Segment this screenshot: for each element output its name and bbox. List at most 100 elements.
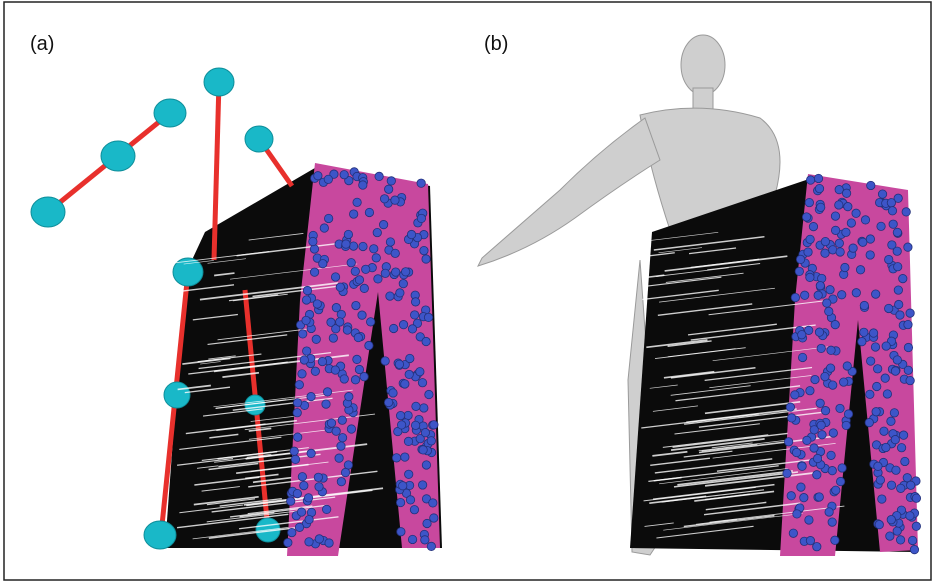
sample-point: [322, 387, 333, 397]
sample-point: [302, 285, 313, 296]
sample-point: [816, 202, 826, 212]
sample-point: [797, 330, 807, 340]
sample-point: [312, 299, 322, 309]
sample-point: [340, 467, 351, 478]
streak: [703, 502, 801, 516]
sample-point: [411, 401, 421, 411]
sample-point: [893, 193, 903, 203]
streak: [179, 436, 282, 450]
sample-point: [902, 473, 912, 483]
sample-point: [841, 420, 851, 431]
sample-point: [429, 513, 439, 523]
streak: [230, 504, 328, 518]
streak: [192, 313, 238, 321]
sample-point: [864, 418, 874, 428]
sample-point: [294, 380, 304, 390]
sample-point: [835, 247, 845, 257]
sample-point: [885, 531, 895, 541]
streak: [701, 443, 758, 452]
sample-point: [809, 443, 819, 453]
sample-point: [898, 430, 909, 440]
streak: [654, 458, 773, 474]
sample-point: [843, 202, 853, 212]
sample-point: [388, 388, 398, 398]
sample-point: [309, 267, 320, 277]
streak: [658, 247, 703, 254]
sample-point: [906, 480, 916, 490]
sample-point: [826, 345, 836, 355]
sample-point: [911, 493, 922, 503]
sample-point: [880, 373, 890, 383]
sample-point: [302, 346, 312, 356]
streak: [653, 476, 682, 482]
sample-point: [398, 481, 408, 491]
streak: [709, 505, 845, 523]
sample-point: [911, 521, 921, 531]
sample-point: [865, 389, 875, 399]
sample-point: [881, 341, 891, 351]
sample-point: [876, 221, 886, 231]
streak: [222, 371, 260, 378]
streak: [219, 497, 282, 507]
sample-point: [889, 408, 899, 418]
streak: [185, 423, 266, 435]
sample-point: [405, 495, 416, 505]
sample-point: [334, 453, 344, 463]
sample-point: [426, 541, 436, 551]
sample-point: [366, 317, 376, 327]
streak: [667, 340, 712, 347]
sample-point: [810, 374, 820, 385]
sample-point: [398, 320, 409, 330]
sample-point: [319, 223, 329, 233]
streak: [673, 471, 799, 488]
sample-point: [814, 492, 824, 502]
streak: [206, 498, 256, 506]
sample-point: [841, 227, 851, 237]
streak: [208, 462, 259, 471]
sample-point: [301, 295, 312, 305]
streak: [644, 522, 674, 527]
sample-point: [886, 480, 897, 490]
streak: [200, 361, 221, 365]
sample-point: [369, 244, 379, 254]
sample-point: [420, 535, 430, 545]
sample-point: [815, 281, 825, 291]
sample-point: [314, 482, 324, 492]
sample-point: [872, 381, 882, 392]
streak: [236, 242, 341, 257]
sample-point: [343, 460, 354, 470]
sample-point: [799, 493, 809, 503]
sample-point: [860, 215, 871, 225]
sample-point: [290, 454, 301, 464]
streak: [248, 427, 272, 432]
sample-point: [881, 442, 891, 453]
sample-point: [805, 536, 816, 546]
streak: [229, 263, 358, 280]
streak: [664, 255, 788, 272]
sample-point: [788, 528, 798, 538]
sample-point: [401, 267, 411, 277]
sample-point: [787, 413, 797, 423]
sample-point: [400, 379, 410, 389]
sample-point: [826, 450, 836, 460]
streak: [243, 487, 384, 506]
sample-point: [343, 229, 353, 240]
sample-point: [293, 432, 303, 442]
streak: [686, 408, 797, 424]
sample-point: [415, 434, 425, 444]
sample-point: [817, 430, 827, 440]
sample-point: [795, 254, 806, 264]
streak: [245, 443, 368, 460]
sample-point: [804, 325, 814, 335]
sample-point: [352, 197, 362, 207]
sample-point: [380, 356, 390, 366]
sample-point: [419, 245, 429, 256]
streak: [652, 405, 699, 412]
streak: [690, 324, 816, 341]
sample-point: [328, 333, 338, 343]
sample-point: [335, 282, 345, 292]
sample-point: [820, 248, 830, 258]
streak: [708, 300, 827, 316]
sample-point: [296, 507, 307, 517]
sample-point: [331, 426, 341, 436]
